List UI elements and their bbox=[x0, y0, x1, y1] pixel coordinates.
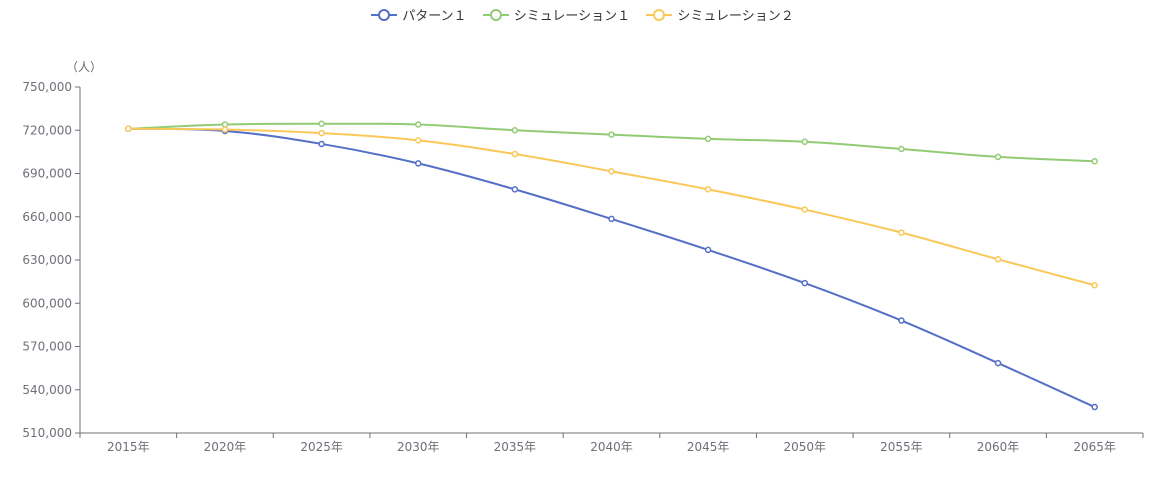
legend-item-pattern1[interactable]: パターン１ bbox=[371, 5, 467, 24]
series-2 bbox=[125, 120, 1098, 165]
y-tick-label: 660,000 bbox=[22, 210, 72, 224]
data-point bbox=[801, 206, 809, 213]
series-line bbox=[128, 127, 1096, 408]
y-tick-label: 690,000 bbox=[22, 167, 72, 181]
data-point bbox=[704, 246, 712, 254]
data-point bbox=[704, 135, 712, 143]
x-tick-label: 2045年 bbox=[687, 440, 730, 454]
data-point bbox=[1091, 281, 1098, 289]
x-tick-label: 2015年 bbox=[107, 440, 150, 454]
y-tick-label: 570,000 bbox=[22, 340, 72, 354]
data-point bbox=[704, 186, 712, 193]
data-point bbox=[994, 359, 1002, 367]
data-point bbox=[608, 215, 615, 223]
y-tick-label: 750,000 bbox=[22, 80, 72, 94]
y-axis-unit-label: （人） bbox=[66, 60, 103, 74]
data-point bbox=[898, 229, 905, 236]
data-point bbox=[221, 126, 229, 133]
data-point bbox=[511, 150, 519, 158]
legend-item-simulation1[interactable]: シミュレーション１ bbox=[482, 5, 631, 24]
axes: 750,000 720,000 690,000 660,000 630,000 600,0… bbox=[22, 80, 1144, 454]
x-tick-label: 2055年 bbox=[880, 440, 923, 454]
legend-line-circle-icon bbox=[371, 8, 398, 21]
x-tick-label: 2020年 bbox=[204, 440, 247, 454]
data-point bbox=[994, 256, 1002, 263]
x-tick-label: 2030年 bbox=[397, 440, 440, 454]
y-tick-label: 600,000 bbox=[22, 296, 72, 310]
data-point bbox=[801, 279, 809, 287]
data-point bbox=[414, 137, 422, 144]
x-tick-label: 2025年 bbox=[300, 440, 343, 454]
x-tick-label: 2040年 bbox=[590, 440, 633, 454]
x-tick-label: 2060年 bbox=[977, 440, 1020, 454]
data-point bbox=[318, 140, 325, 148]
data-point bbox=[414, 121, 422, 128]
legend-label: パターン１ bbox=[402, 9, 467, 24]
data-point bbox=[318, 129, 325, 137]
y-tick-label: 540,000 bbox=[22, 383, 72, 397]
data-point bbox=[898, 317, 905, 324]
data-point bbox=[898, 145, 905, 153]
series-layer bbox=[125, 120, 1098, 411]
legend-line-circle-icon bbox=[482, 8, 509, 21]
data-point bbox=[511, 186, 519, 193]
data-point bbox=[414, 160, 422, 167]
x-tick-label: 2035年 bbox=[494, 440, 537, 454]
data-point bbox=[511, 127, 519, 134]
x-tick-label: 2065年 bbox=[1073, 440, 1116, 454]
data-point bbox=[125, 125, 132, 133]
data-point bbox=[994, 153, 1002, 161]
legend-label: シミュレーション２ bbox=[677, 9, 794, 24]
data-point bbox=[608, 131, 615, 138]
data-point bbox=[221, 121, 229, 128]
legend: パターン１ シミュレーション１ シミュレーション２ bbox=[0, 5, 1165, 26]
y-tick-label: 510,000 bbox=[22, 426, 72, 440]
data-point bbox=[1091, 403, 1098, 411]
y-tick-label: 630,000 bbox=[22, 253, 72, 267]
data-point bbox=[608, 168, 615, 175]
y-tick-label: 720,000 bbox=[22, 123, 72, 137]
x-tick-label: 2050年 bbox=[783, 440, 826, 454]
legend-label: シミュレーション１ bbox=[513, 9, 631, 24]
series-line bbox=[128, 122, 1095, 163]
series-3 bbox=[125, 125, 1098, 289]
legend-line-circle-icon bbox=[646, 8, 673, 21]
legend-item-simulation2[interactable]: シミュレーション２ bbox=[646, 5, 794, 24]
data-point bbox=[801, 138, 809, 146]
data-point bbox=[1091, 157, 1098, 165]
data-point bbox=[318, 120, 325, 128]
